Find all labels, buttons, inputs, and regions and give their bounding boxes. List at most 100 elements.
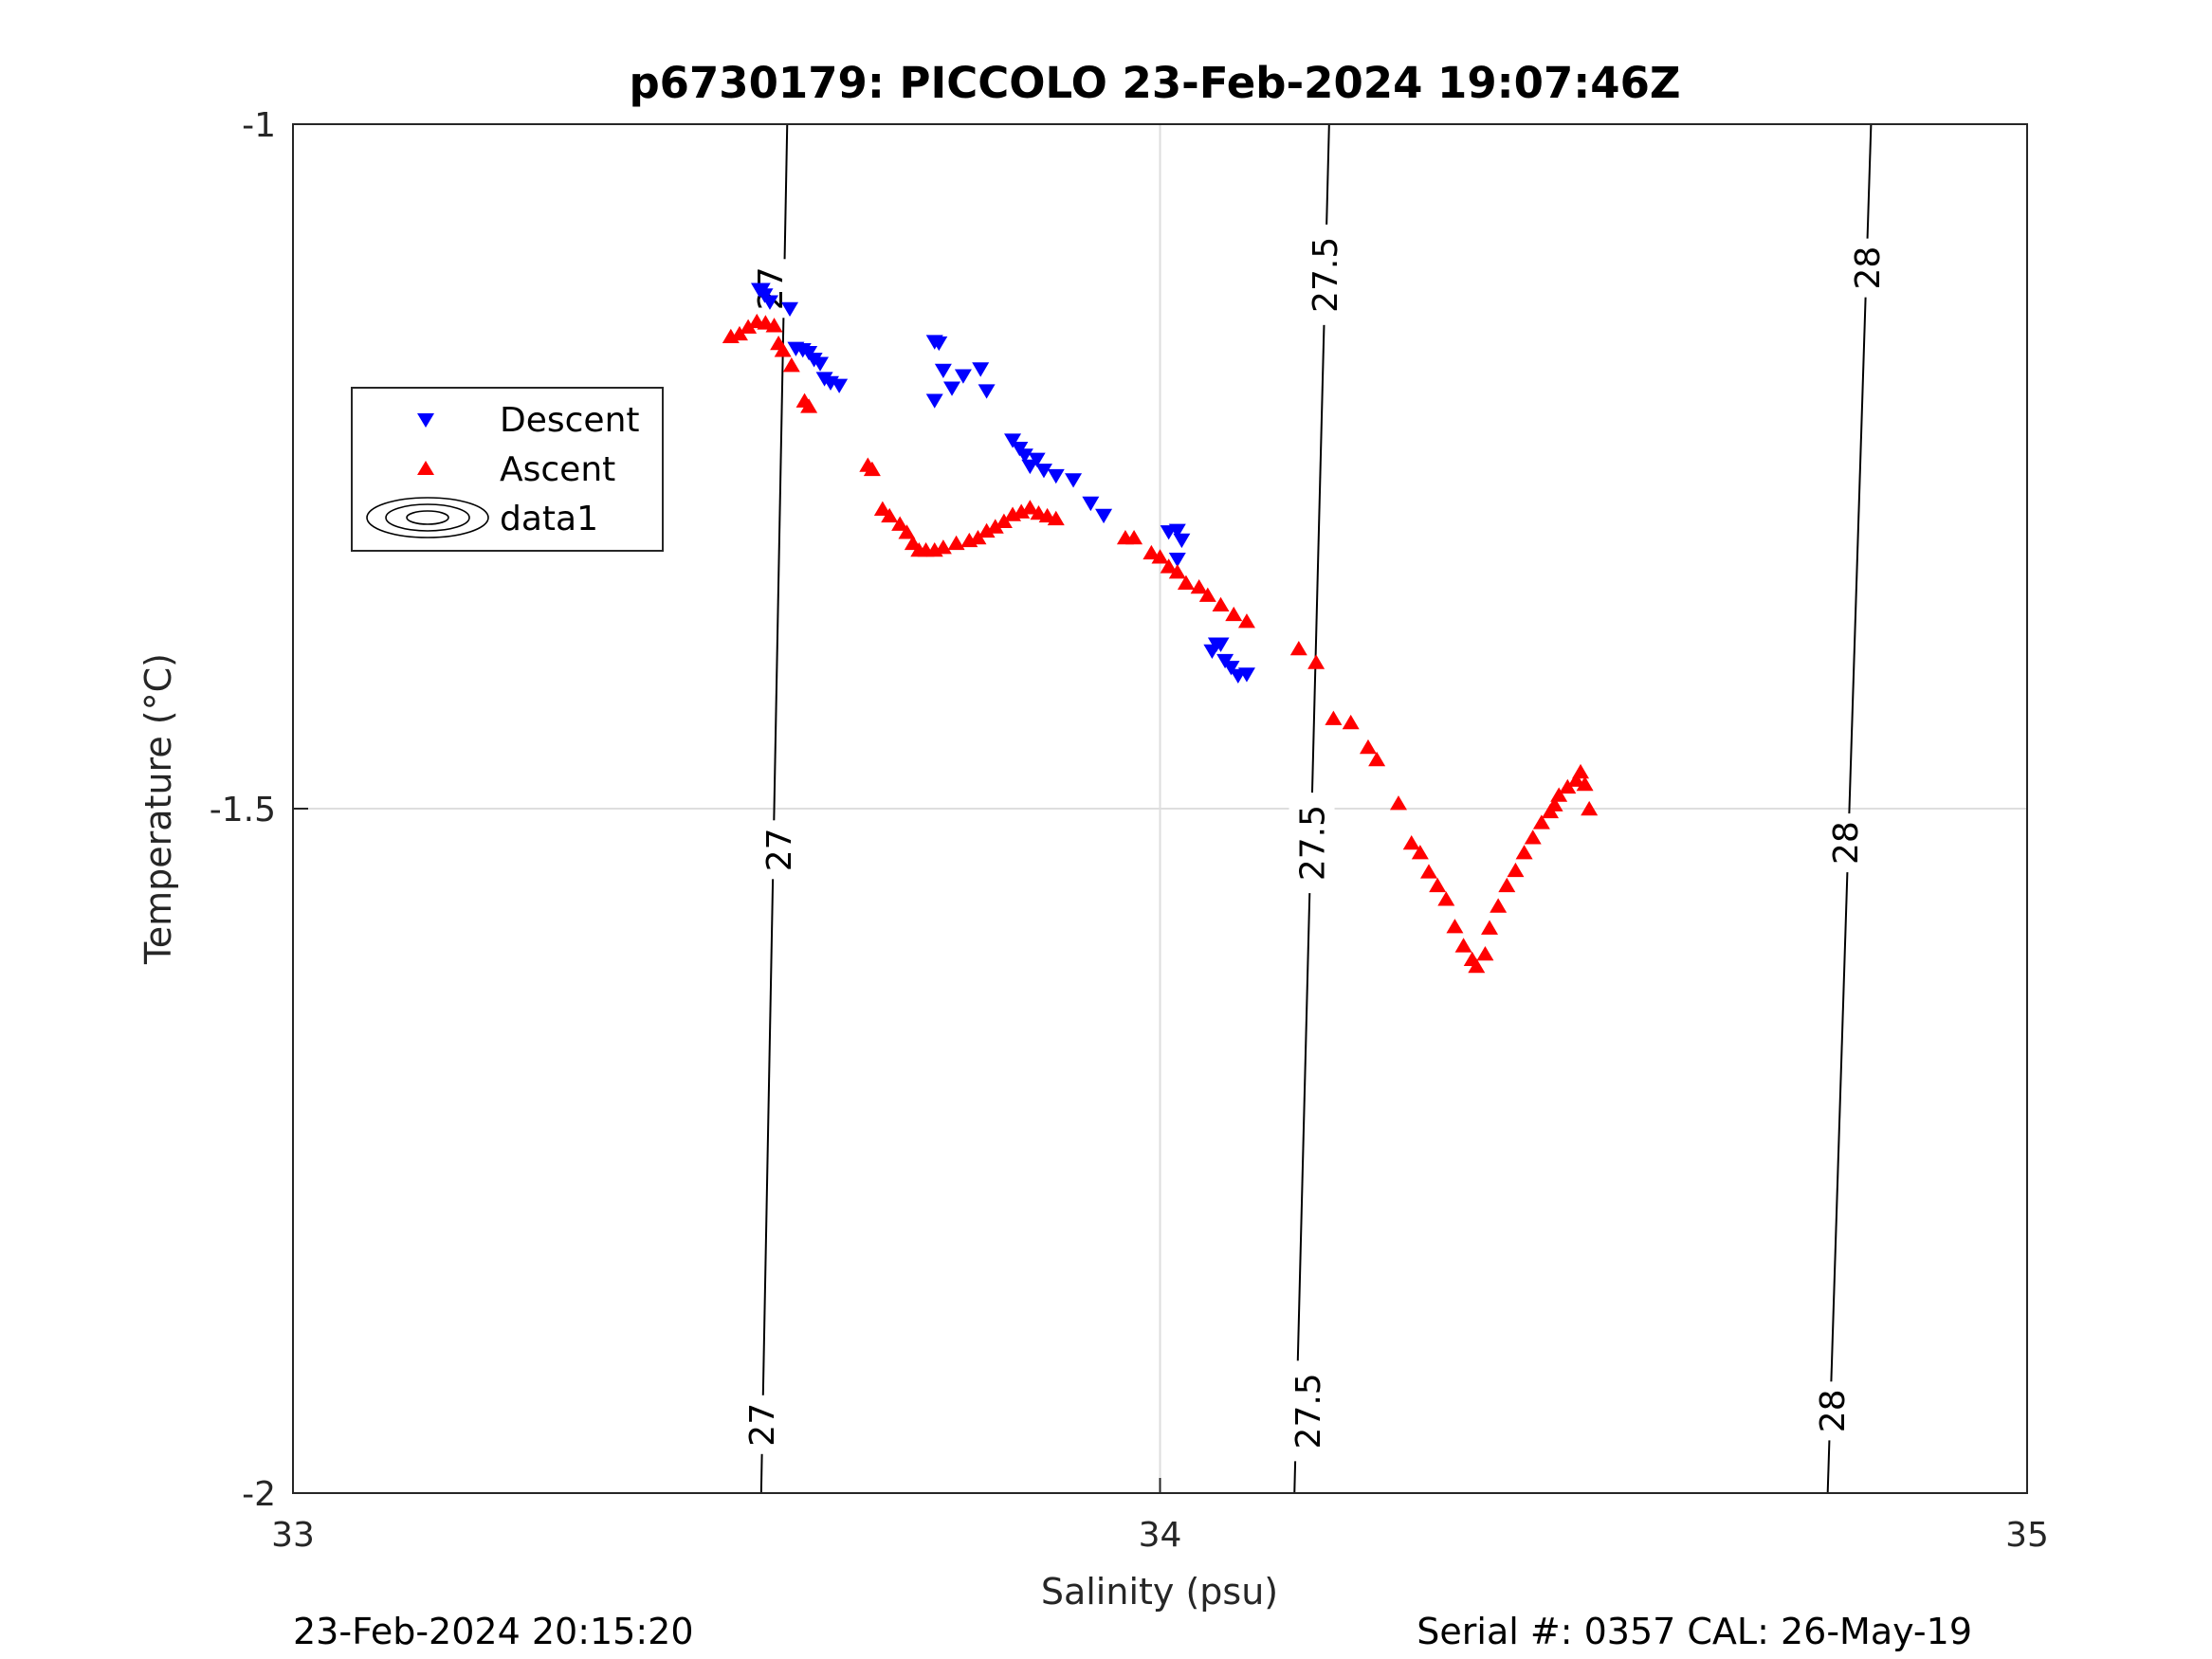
- ascent-point: [1125, 529, 1143, 545]
- ascent-point: [986, 519, 1004, 534]
- contour-label: 28: [1814, 1389, 1853, 1432]
- contour-label: 27.5: [1294, 805, 1333, 881]
- descent-point: [760, 295, 778, 310]
- ascent-point: [1013, 503, 1031, 519]
- descent-point: [1082, 496, 1100, 512]
- data-points: [722, 283, 1599, 974]
- ascent-point: [995, 513, 1013, 528]
- ascent-point: [1567, 772, 1585, 787]
- legend-contour-icon: [366, 497, 489, 538]
- legend-descent-marker-icon: [417, 413, 434, 428]
- ascent-point: [1498, 877, 1516, 893]
- x-tick-label: 34: [1139, 1516, 1182, 1555]
- descent-point: [943, 381, 961, 396]
- contour-line-28: [1826, 123, 1873, 1494]
- descent-point: [1065, 473, 1083, 488]
- y-tick-label: -1.5: [210, 791, 276, 830]
- descent-point: [978, 384, 996, 399]
- contour-label-bg: [1284, 1360, 1330, 1462]
- ascent-point: [1581, 800, 1599, 816]
- x-axis-ticks: 33 34 35: [271, 1478, 2049, 1555]
- descent-point: [1047, 468, 1065, 484]
- ascent-point: [947, 535, 965, 551]
- ascent-point: [1507, 862, 1525, 878]
- ascent-point: [891, 516, 909, 531]
- descent-point: [930, 336, 948, 352]
- ascent-point: [1454, 938, 1472, 953]
- ascent-point: [1190, 578, 1208, 594]
- ascent-point: [1168, 564, 1186, 579]
- legend: Descent Ascent data1: [351, 387, 664, 552]
- contour-label-bg: [1843, 238, 1890, 298]
- footer-serial-cal: Serial #: 0357 CAL: 26-May-19: [1417, 1611, 1972, 1652]
- legend-descent-label: Descent: [500, 401, 640, 440]
- y-tick-label: -2: [242, 1475, 276, 1514]
- ascent-point: [898, 524, 916, 539]
- descent-point: [925, 393, 943, 409]
- chart-title: p6730179: PICCOLO 23-Feb-2024 19:07:46Z: [629, 58, 1680, 108]
- ascent-point: [1572, 763, 1590, 779]
- ascent-point: [1576, 775, 1594, 792]
- ascent-point: [1289, 640, 1307, 656]
- ascent-point: [1389, 795, 1407, 811]
- contour-label-bg: [746, 259, 793, 319]
- ascent-point: [800, 398, 818, 413]
- ascent-point: [978, 522, 996, 538]
- x-tick-label: 35: [2005, 1516, 2049, 1555]
- descent-point: [954, 369, 972, 384]
- contour-label-bg: [1821, 813, 1868, 873]
- descent-point: [781, 301, 799, 318]
- ascent-point: [1515, 845, 1533, 860]
- ascent-point: [1524, 830, 1542, 845]
- contour-label: 27.5: [1307, 237, 1345, 313]
- ascent-point: [1368, 751, 1386, 767]
- legend-ascent-marker-icon: [417, 461, 434, 475]
- descent-point: [934, 363, 952, 379]
- descent-point: [812, 356, 830, 372]
- ascent-point: [1021, 500, 1039, 515]
- ascent-point: [1047, 510, 1065, 526]
- ascent-point: [1237, 613, 1255, 629]
- y-tick-label: -1: [242, 106, 276, 145]
- legend-box: [351, 387, 664, 552]
- ascent-point: [1402, 835, 1420, 850]
- ascent-point: [1212, 596, 1230, 612]
- descent-point: [1028, 452, 1046, 467]
- ascent-point: [730, 325, 748, 341]
- descent-point: [1015, 448, 1033, 464]
- ascent-point: [1342, 714, 1360, 730]
- ascent-point: [863, 461, 881, 477]
- ascent-point: [774, 342, 792, 357]
- ascent-point: [1481, 920, 1499, 935]
- contour-label-bg: [1289, 793, 1335, 894]
- legend-data1-label: data1: [500, 500, 598, 538]
- y-axis-ticks: -2 -1.5 -1: [210, 106, 308, 1514]
- contour-label-bg: [1302, 224, 1348, 325]
- ascent-point: [1325, 710, 1343, 725]
- x-axis-label: Salinity (psu): [1041, 1571, 1278, 1613]
- contour-label: 27: [760, 828, 799, 871]
- contour-label: 27: [743, 1403, 782, 1447]
- ascent-point: [881, 507, 899, 523]
- y-axis-label: Temperature (°C): [137, 653, 179, 965]
- ascent-point: [1532, 814, 1550, 830]
- descent-point: [1095, 508, 1113, 524]
- ascent-point: [765, 318, 783, 333]
- ascent-point: [1559, 778, 1577, 794]
- ascent-point: [1151, 549, 1169, 564]
- ascent-point: [934, 539, 952, 555]
- descent-point: [1168, 552, 1186, 568]
- ascent-point: [1550, 787, 1568, 802]
- ascent-point: [1307, 654, 1325, 669]
- ascent-point: [1177, 574, 1195, 590]
- ascent-point: [873, 501, 891, 516]
- descent-point: [831, 378, 849, 393]
- descent-point: [1004, 433, 1022, 448]
- ascent-point: [1419, 864, 1437, 879]
- descent-point: [1212, 637, 1230, 652]
- contour-label-bg: [756, 820, 802, 880]
- descent-point: [1237, 667, 1255, 683]
- ascent-point: [1143, 544, 1161, 560]
- descent-point: [1168, 523, 1186, 538]
